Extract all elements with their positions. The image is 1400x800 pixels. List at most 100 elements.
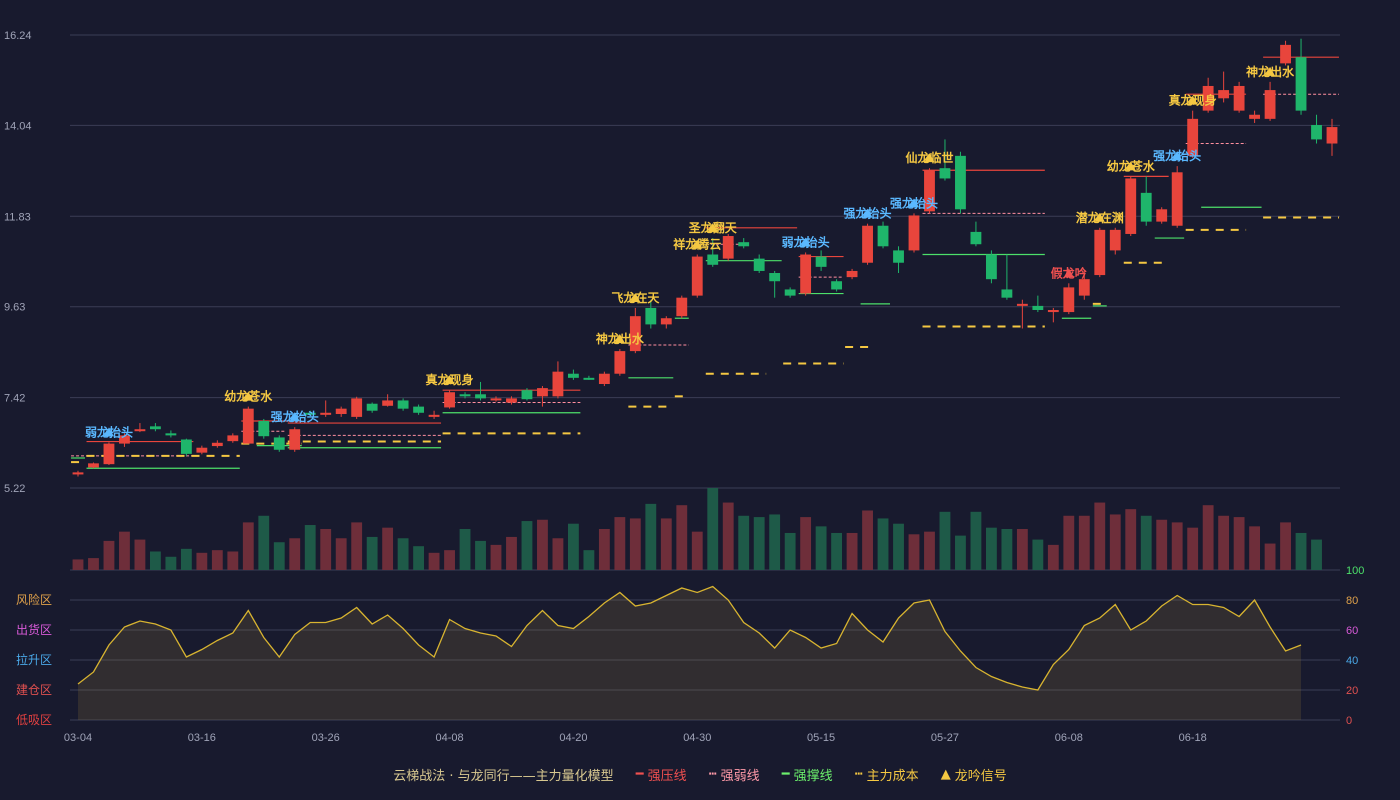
signal-triangle-icon <box>909 198 919 208</box>
candle-body <box>1032 305 1044 311</box>
candle-body <box>1047 310 1059 313</box>
candle <box>738 238 750 249</box>
candle <box>521 388 533 401</box>
volume-bar <box>490 544 502 570</box>
signal-label: 仙龙临世 <box>905 150 953 165</box>
candle <box>955 151 966 214</box>
volume-bar <box>583 550 595 570</box>
candle <box>831 279 843 292</box>
candle <box>707 238 719 267</box>
candle <box>970 221 982 247</box>
candle-body <box>119 435 130 444</box>
candle-body <box>1187 118 1199 156</box>
signal-label: 弱龙抬头 <box>782 234 830 249</box>
candle-body <box>304 412 316 415</box>
signal-triangle-icon <box>614 334 625 344</box>
legend-label: 强压线 <box>647 769 687 784</box>
price-tick-label: 5.22 <box>4 483 25 495</box>
candle-body <box>459 394 471 397</box>
volume-bar <box>1202 505 1214 570</box>
candle <box>1280 40 1291 66</box>
candle-body <box>784 289 796 296</box>
volume-bar <box>72 559 84 570</box>
volume-bar <box>955 535 966 570</box>
signal-label: 祥龙腾云 <box>673 237 721 252</box>
price-tick-label: 11.83 <box>4 211 31 223</box>
date-tick-label: 04-20 <box>559 732 587 744</box>
legend-item-support[interactable]: ━ 强撑线 <box>782 765 833 784</box>
signal-marker: 神龙出水 <box>596 331 645 346</box>
candle <box>1156 207 1168 224</box>
volume-bar <box>877 518 889 570</box>
volume-bar <box>444 550 455 570</box>
volume-bar <box>397 538 409 570</box>
legend-label: 龙吟信号 <box>954 769 1007 784</box>
volume-bar <box>428 552 440 570</box>
candle <box>475 381 486 401</box>
volume-bars <box>72 488 1322 570</box>
candle-body <box>1063 287 1075 313</box>
candle-body <box>1264 90 1276 119</box>
signal-triangle-icon <box>1265 66 1276 76</box>
volume-bar <box>1311 539 1322 570</box>
date-tick-label: 04-08 <box>435 732 463 744</box>
candle <box>366 402 378 413</box>
volume-bar <box>1233 517 1245 570</box>
signal-triangle-icon <box>1187 95 1198 105</box>
candle-body <box>738 242 750 247</box>
candle <box>242 406 254 444</box>
volume-bar <box>831 532 843 570</box>
date-axis: 03-04 03-16 03-26 04-08 04-20 04-30 05-15 05-27… <box>64 732 1207 744</box>
volume-bar <box>413 546 425 570</box>
candle <box>846 268 858 280</box>
candle <box>815 250 827 271</box>
signal-label: 幼龙苍水 <box>1107 158 1156 173</box>
volume-bar <box>196 552 208 570</box>
legend-item-signal[interactable]: ▲ 龙吟信号 <box>941 765 1007 784</box>
price-tick-label: 16.24 <box>4 30 32 42</box>
candle-body <box>955 155 966 210</box>
signal-triangle-icon <box>800 237 811 247</box>
candle <box>196 445 208 455</box>
candle-body <box>1001 289 1013 298</box>
candle <box>134 423 146 433</box>
legend-item-cost[interactable]: ┅ 主力成本 <box>855 765 919 784</box>
oscillator-tick-label: 20 <box>1346 685 1358 697</box>
candle <box>428 410 440 419</box>
candle-body <box>1326 127 1338 144</box>
candle-body <box>753 258 765 271</box>
volume-bar <box>846 532 858 570</box>
candle <box>784 287 796 298</box>
candle <box>1171 166 1183 228</box>
candle <box>103 442 115 465</box>
volume-bar <box>304 525 316 570</box>
candle <box>258 418 270 439</box>
volume-bar <box>459 529 471 570</box>
candle <box>1264 81 1276 121</box>
volume-bar <box>335 538 347 570</box>
candle-body <box>831 281 843 290</box>
volume-bar <box>475 540 486 570</box>
volume-bar <box>351 522 363 570</box>
volume-bar <box>753 517 765 570</box>
volume-bar <box>1016 529 1028 570</box>
oscillator-tick-label: 40 <box>1346 655 1358 667</box>
price-axis: 16.24 14.04 11.83 9.63 7.42 5.22 <box>4 30 32 495</box>
signal-label: 强龙抬头 <box>271 409 319 424</box>
volume-bar <box>769 514 781 570</box>
signal-marker: 弱龙抬头 <box>782 234 830 249</box>
volume-bar <box>1001 529 1013 570</box>
volume-bar <box>1125 509 1137 570</box>
price-tick-label: 7.42 <box>4 393 25 405</box>
candle <box>939 139 951 181</box>
candle <box>1063 283 1075 315</box>
candle <box>351 396 363 419</box>
candle-body <box>413 406 425 413</box>
signal-triangle-icon <box>862 208 873 218</box>
volume-bar <box>939 511 951 570</box>
volume-bar <box>567 523 579 570</box>
legend-item-resistance[interactable]: ━ 强压线 <box>636 765 687 784</box>
legend-item-weak[interactable]: ┅ 强弱线 <box>709 765 760 784</box>
volume-bar <box>598 529 610 570</box>
